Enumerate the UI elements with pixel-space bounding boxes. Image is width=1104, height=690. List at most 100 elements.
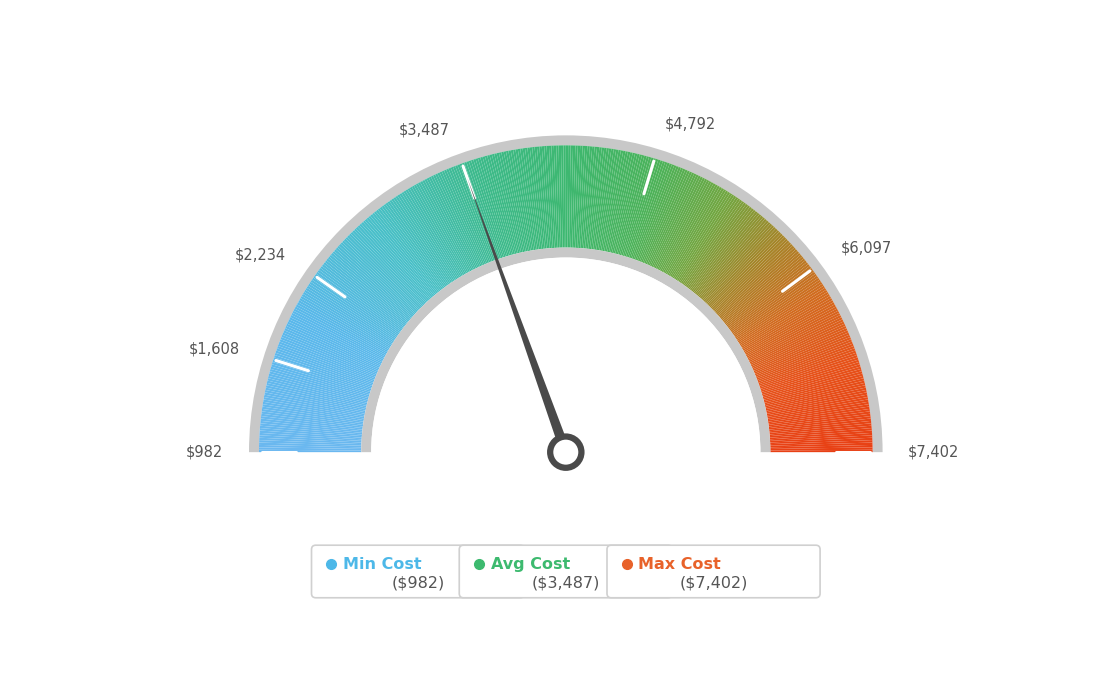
Wedge shape [540,146,550,248]
Wedge shape [382,206,444,288]
Wedge shape [675,192,730,279]
Wedge shape [714,240,789,312]
Wedge shape [718,246,795,315]
Wedge shape [771,437,872,444]
FancyBboxPatch shape [311,545,524,598]
Wedge shape [627,159,660,257]
Wedge shape [273,359,371,392]
Wedge shape [694,214,762,295]
Wedge shape [497,152,521,253]
Wedge shape [683,201,744,286]
Wedge shape [638,165,677,262]
Wedge shape [259,435,361,442]
Wedge shape [608,152,633,253]
Wedge shape [478,157,509,256]
Wedge shape [287,322,381,366]
Wedge shape [665,184,715,274]
Wedge shape [633,162,668,259]
Wedge shape [572,146,577,248]
Wedge shape [265,388,365,411]
Wedge shape [667,186,720,275]
Wedge shape [336,248,413,317]
Wedge shape [650,172,694,266]
Wedge shape [561,146,564,248]
Text: $7,402: $7,402 [909,444,959,460]
Wedge shape [582,146,592,248]
Wedge shape [563,146,566,248]
Wedge shape [501,152,524,252]
Wedge shape [262,409,363,425]
Wedge shape [751,319,843,365]
Wedge shape [294,308,385,358]
Wedge shape [422,180,471,271]
Wedge shape [532,147,545,249]
Wedge shape [652,175,699,268]
Wedge shape [607,152,630,252]
Wedge shape [273,357,371,391]
Wedge shape [250,135,882,452]
Wedge shape [264,397,364,417]
Wedge shape [300,296,390,349]
Wedge shape [284,331,378,373]
Wedge shape [263,404,363,422]
Wedge shape [421,181,470,272]
Wedge shape [736,284,824,341]
Wedge shape [491,154,518,254]
Wedge shape [585,147,597,248]
Wedge shape [730,268,813,331]
Wedge shape [265,390,365,412]
Wedge shape [298,300,389,352]
Wedge shape [762,366,861,397]
Wedge shape [771,450,872,452]
Wedge shape [618,155,647,255]
Wedge shape [604,150,626,252]
Wedge shape [530,147,543,249]
Wedge shape [474,159,506,257]
Wedge shape [623,157,654,256]
Wedge shape [327,259,407,324]
FancyBboxPatch shape [607,545,820,598]
Wedge shape [337,246,414,315]
Wedge shape [769,428,872,437]
Wedge shape [277,346,374,383]
Wedge shape [733,276,818,336]
Wedge shape [329,255,410,322]
Wedge shape [761,359,859,392]
Wedge shape [282,335,376,375]
Wedge shape [259,428,362,437]
Wedge shape [263,402,364,420]
Wedge shape [678,196,736,282]
Wedge shape [520,148,537,250]
Wedge shape [380,207,443,290]
Wedge shape [335,249,413,318]
Wedge shape [270,366,370,397]
Wedge shape [769,426,872,436]
Wedge shape [768,411,870,426]
Wedge shape [769,431,872,440]
Wedge shape [765,383,866,408]
Wedge shape [471,159,505,257]
Wedge shape [267,380,367,406]
Wedge shape [676,193,732,280]
Wedge shape [698,217,765,297]
Wedge shape [476,158,507,257]
Wedge shape [455,165,493,262]
Wedge shape [556,146,561,248]
Wedge shape [771,440,872,446]
Wedge shape [637,164,675,261]
Wedge shape [400,193,456,280]
Wedge shape [309,282,395,340]
Wedge shape [569,146,573,248]
Wedge shape [634,163,670,259]
Wedge shape [442,170,485,265]
Wedge shape [740,292,829,346]
Wedge shape [516,149,534,250]
Wedge shape [302,292,392,346]
Wedge shape [639,166,679,262]
FancyBboxPatch shape [459,545,672,598]
Wedge shape [766,388,867,411]
Wedge shape [752,326,847,369]
Wedge shape [647,170,690,265]
Wedge shape [740,290,827,345]
Wedge shape [671,189,726,278]
